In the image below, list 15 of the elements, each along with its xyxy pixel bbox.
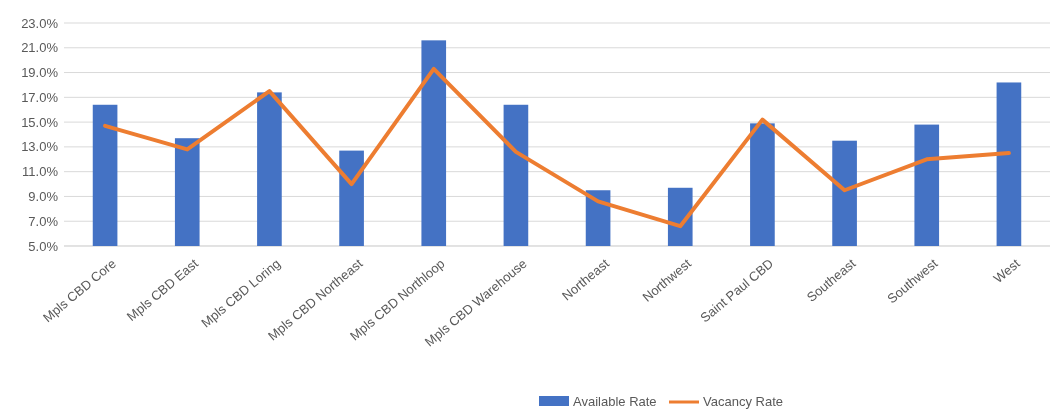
y-tick-label: 11.0% [22,164,59,180]
y-tick-label: 19.0% [21,65,59,81]
y-tick-label: 21.0% [21,40,59,56]
y-tick-label: 7.0% [28,213,59,229]
y-tick-label: 15.0% [21,114,59,130]
line-series [103,66,1011,229]
y-tick-label: 17.0% [21,89,59,105]
x-tick-label: Mpls CBD Core [40,255,119,326]
y-tick-label: 9.0% [28,188,59,204]
legend-label: Available Rate [573,394,657,409]
y-tick-label: 5.0% [28,238,59,254]
legend-label: Vacancy Rate [703,394,783,409]
x-tick-label: Mpls CBD East [123,255,202,324]
y-tick-label: 13.0% [21,139,59,155]
y-tick-label: 23.0% [21,15,59,31]
